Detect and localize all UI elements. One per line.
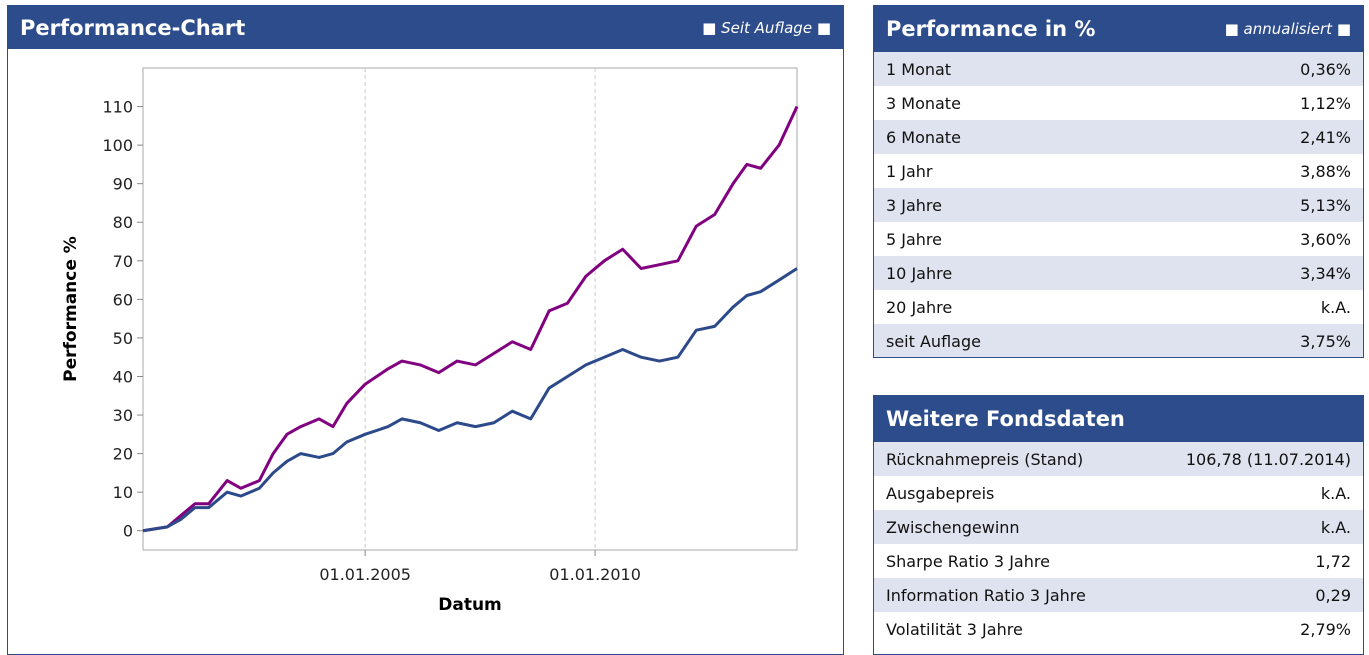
plot-area [142,67,798,551]
table-row: 5 Jahre 3,60% [874,222,1363,256]
fonds-panel: Weitere Fondsdaten Rücknahmepreis (Stand… [873,395,1364,655]
y-tick-label: 110 [102,98,133,117]
table-row: 10 Jahre 3,34% [874,256,1363,290]
row-label: Information Ratio 3 Jahre [886,585,1086,605]
row-value: 1,12% [1300,93,1351,113]
table-row: Sharpe Ratio 3 Jahre 1,72 [874,544,1363,578]
x-tick-label: 01.01.2005 [319,565,411,584]
table-row: 3 Monate 1,12% [874,86,1363,120]
line [142,105,799,533]
table-row: 20 Jahre k.A. [874,290,1363,324]
row-value: k.A. [1320,297,1351,317]
table-row: Volatilität 3 Jahre 2,79% [874,612,1363,646]
y-tick-label: 20 [113,445,133,464]
row-label: 20 Jahre [886,297,953,317]
y-tick-label: 10 [113,483,133,502]
row-label: Ausgabepreis [886,483,995,503]
table-row: 3 Jahre 5,13% [874,188,1363,222]
row-label: 5 Jahre [886,229,942,249]
row-value: 3,34% [1300,263,1351,283]
row-label: 3 Monate [886,93,961,113]
row-label: Sharpe Ratio 3 Jahre [886,551,1050,571]
panel-title: Weitere Fondsdaten [886,407,1125,431]
line [142,267,798,533]
table-row: Information Ratio 3 Jahre 0,29 [874,578,1363,612]
row-label: Zwischengewinn [886,517,1020,537]
y-tick-label: 70 [113,252,133,271]
row-value: k.A. [1320,517,1351,537]
y-tick-label: 80 [113,213,133,232]
x-axis-label: Datum [438,595,502,615]
table-row: Rücknahmepreis (Stand) 106,78 (11.07.2014… [874,442,1363,476]
performance-panel: Performance in % annualisiert 1 Monat 0,36… [873,5,1364,358]
chart-panel: Performance-Chart Seit Auflage 01.01.2005… [7,5,844,655]
chart: 01.01.2005 01.01.2010 0 10 20 30 40 50 60 70 80 90 1… [61,67,799,615]
y-axis-label: Performance % [61,236,81,382]
row-value: 5,13% [1300,195,1351,215]
x-tick-label: 01.01.2010 [549,565,641,584]
row-value: 3,60% [1300,229,1351,249]
row-value: 0,36% [1300,59,1351,79]
y-tick-label: 60 [113,290,133,309]
y-tick-label: 50 [113,329,133,348]
row-label: Volatilität 3 Jahre [886,619,1023,639]
row-value: 3,75% [1300,331,1351,351]
row-label: 1 Jahr [886,161,933,181]
table-row: Zwischengewinn k.A. [874,510,1363,544]
row-value: 2,79% [1300,619,1351,639]
row-label: Rücknahmepreis (Stand) [886,449,1084,469]
y-tick-label: 0 [123,522,133,541]
table-row: 1 Jahr 3,88% [874,154,1363,188]
y-tick-label: 30 [113,406,133,425]
row-value: 1,72 [1315,551,1351,571]
row-value: 0,29 [1315,585,1351,605]
panel-title: Performance in % [886,17,1096,41]
row-label: 6 Monate [886,127,961,147]
chart-header: Performance-Chart Seit Auflage [8,6,843,49]
row-label: 1 Monat [886,59,952,79]
table-row: Ausgabepreis k.A. [874,476,1363,510]
row-value: k.A. [1320,483,1351,503]
table-row: seit Auflage 3,75% [874,324,1363,357]
fonds-table: Rücknahmepreis (Stand) 106,78 (11.07.2014… [874,442,1363,646]
badge: annualisiert [1225,20,1351,38]
panel-title: Performance-Chart [20,15,246,40]
table-row: 1 Monat 0,36% [874,52,1363,86]
y-tick-label: 40 [113,367,133,386]
performance-header: Performance in % annualisiert [874,6,1363,52]
row-label: 3 Jahre [886,195,942,215]
fonds-header: Weitere Fondsdaten [874,396,1363,442]
badge: Seit Auflage [702,19,831,37]
row-value: 106,78 (11.07.2014) [1185,449,1351,469]
row-label: 10 Jahre [886,263,953,283]
table-row: 6 Monate 2,41% [874,120,1363,154]
row-value: 3,88% [1300,161,1351,181]
performance-table: 1 Monat 0,36% 3 Monate 1,12% 6 Monate 2,41% 1 … [874,52,1363,357]
row-label: seit Auflage [886,331,981,351]
y-tick-label: 90 [113,175,133,194]
row-value: 2,41% [1300,127,1351,147]
y-tick-label: 100 [102,136,133,155]
